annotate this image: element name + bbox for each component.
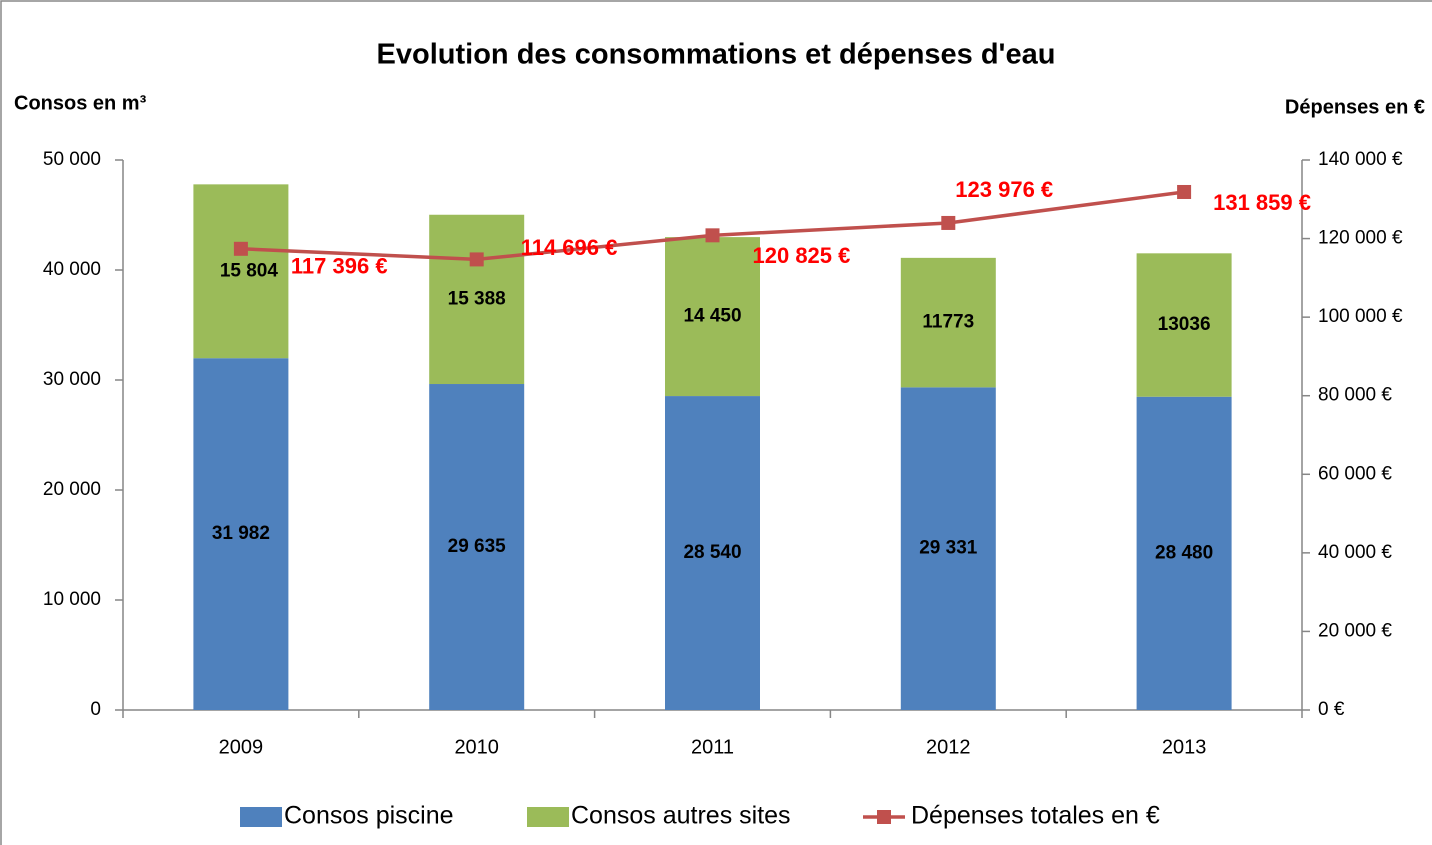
line-marker [233, 241, 248, 256]
y-tick-label: 40 000 [43, 259, 101, 280]
y2-tick-label: 20 000 € [1318, 620, 1392, 641]
bar-value-label: 15 804 [220, 260, 279, 281]
bar-value-label: 29 331 [919, 538, 978, 559]
y2-tick-label: 80 000 € [1318, 385, 1392, 406]
y2-tick-label: 0 € [1318, 699, 1345, 720]
bar-segment [193, 358, 289, 710]
bar-segment [900, 387, 996, 710]
y2-tick-label: 100 000 € [1318, 306, 1403, 327]
legend-label: Consos piscine [284, 802, 454, 830]
line-marker [469, 252, 484, 267]
line-marker [705, 228, 720, 243]
line-value-label: 114 696 € [521, 235, 618, 260]
y2-tick-label: 40 000 € [1318, 542, 1392, 563]
bar-value-label: 28 540 [683, 542, 741, 563]
y-tick-label: 0 [90, 699, 101, 720]
chart-title: Evolution des consommations et dépenses … [377, 39, 1056, 71]
y2-tick-label: 120 000 € [1318, 228, 1403, 249]
x-tick-label: 2013 [1162, 736, 1207, 758]
legend-marker [877, 810, 891, 824]
bar-segment [900, 257, 996, 388]
x-tick-label: 2012 [926, 736, 971, 758]
bar-segment [429, 214, 525, 385]
y-axis-label: Consos en m³ [14, 92, 147, 114]
y2-axis-label: Dépenses en € [1285, 96, 1425, 118]
x-tick-label: 2011 [691, 736, 734, 758]
line-marker [941, 215, 956, 230]
bar-segment [1136, 396, 1232, 710]
y2-tick-label: 140 000 € [1318, 149, 1403, 170]
legend-label: Consos autres sites [571, 802, 791, 830]
y-tick-label: 10 000 [43, 589, 101, 610]
bar-segment [1136, 253, 1232, 397]
y-tick-label: 50 000 [43, 149, 101, 170]
bar-value-label: 15 388 [448, 288, 506, 309]
y-tick-label: 20 000 [43, 479, 101, 500]
bar-value-label: 14 450 [683, 306, 741, 327]
bar-value-label: 28 480 [1155, 542, 1213, 563]
bar-value-label: 13036 [1158, 314, 1211, 335]
y-tick-label: 30 000 [43, 369, 101, 390]
bar-value-label: 29 635 [448, 536, 507, 557]
bar-segment [665, 396, 760, 710]
bar-segment [193, 184, 289, 359]
line-value-label: 123 976 € [955, 177, 1053, 202]
line-value-label: 117 396 € [291, 254, 388, 279]
x-tick-label: 2010 [454, 736, 499, 758]
bar-segment [665, 237, 760, 397]
legend-swatch [527, 807, 569, 827]
line-marker [1177, 184, 1192, 199]
line-value-label: 120 825 € [753, 243, 851, 268]
y2-tick-label: 60 000 € [1318, 463, 1392, 484]
bar-value-label: 11773 [922, 312, 974, 333]
x-tick-label: 2009 [219, 736, 264, 758]
legend-label: Dépenses totales en € [911, 802, 1160, 830]
bar-value-label: 31 982 [212, 523, 270, 544]
legend-swatch [240, 807, 282, 827]
line-value-label: 131 859 € [1213, 190, 1311, 215]
bar-segment [429, 384, 525, 710]
